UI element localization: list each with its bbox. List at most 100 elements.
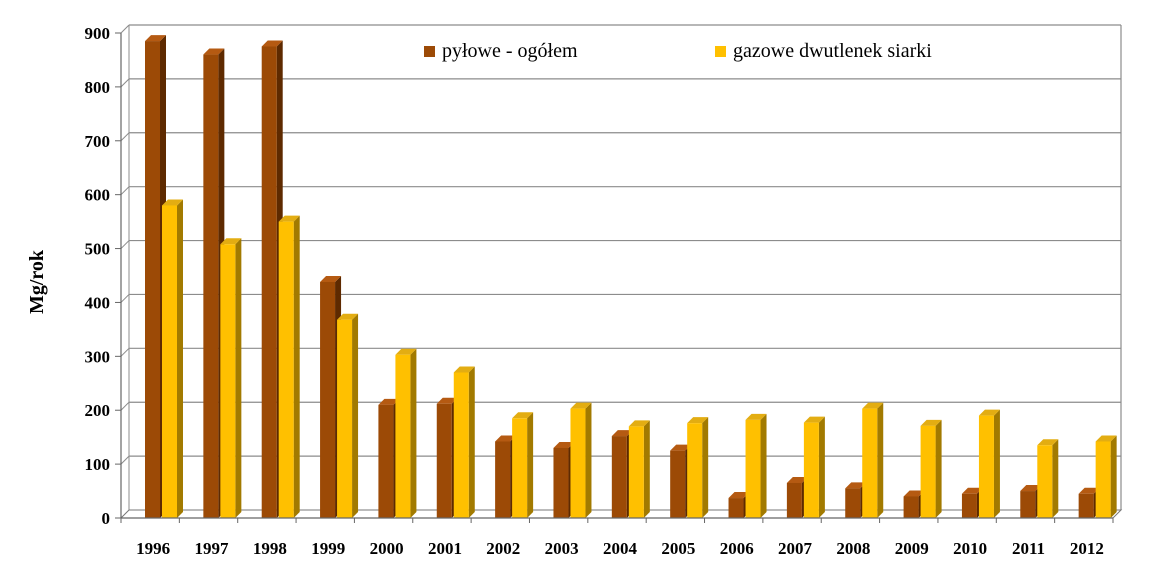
gridline-depth	[120, 294, 130, 303]
bar-top	[1078, 487, 1100, 494]
bar-front	[203, 54, 219, 519]
bar-gazowe	[278, 215, 300, 518]
y-axis-title: Mg/rok	[26, 249, 48, 314]
legend-label-pylowe: pyłowe - ogółem	[442, 40, 578, 62]
bar-top	[553, 441, 575, 448]
bar-front	[337, 319, 353, 518]
bar-front	[745, 419, 761, 518]
bar-front	[978, 415, 994, 518]
bar-top	[862, 402, 884, 409]
bar-top	[378, 398, 400, 405]
bars	[145, 35, 1117, 519]
gridline-depth	[120, 455, 130, 465]
bar-top	[670, 444, 692, 451]
bar-top	[395, 348, 417, 355]
bar-gazowe	[978, 409, 1000, 518]
x-tick-label: 2011	[1012, 539, 1045, 558]
gridline-depth	[120, 401, 130, 411]
bar-top	[687, 417, 709, 424]
bar-side	[352, 313, 359, 518]
bar-front	[728, 498, 744, 518]
x-tick-label: 1997	[195, 539, 230, 558]
bar-side	[468, 366, 475, 518]
gridline-depth	[120, 78, 130, 88]
x-tick-label: 1999	[311, 539, 345, 558]
bar-top	[320, 275, 342, 282]
bar-gazowe	[1037, 439, 1059, 518]
bar-gazowe	[745, 413, 767, 518]
bar-top	[436, 397, 458, 404]
bar-side	[293, 215, 300, 518]
bar-gazowe	[570, 402, 592, 518]
bar-front	[378, 404, 394, 518]
x-tick-label: 2010	[953, 539, 987, 558]
bar-gazowe	[162, 199, 183, 518]
bar-front	[845, 488, 861, 518]
bar-side	[410, 348, 417, 518]
bar-gazowe	[803, 416, 825, 518]
bar-top	[261, 40, 283, 47]
bar-side	[235, 238, 242, 518]
gridline-depth	[120, 24, 130, 34]
bar-top	[220, 238, 242, 245]
bar-front	[1037, 445, 1053, 518]
bar-gazowe	[220, 238, 242, 518]
x-tick-label: 2009	[895, 539, 929, 558]
axes	[115, 32, 1114, 523]
bar-top	[278, 215, 300, 222]
bar-front	[1095, 441, 1111, 518]
bar-side	[177, 199, 183, 518]
bar-top	[1020, 485, 1042, 492]
bar-gazowe	[453, 366, 475, 518]
bar-gazowe	[920, 419, 942, 518]
bar-side	[1052, 439, 1059, 518]
y-tick-label: 200	[85, 401, 111, 420]
bar-front	[628, 426, 644, 518]
x-tick-labels: 1996 1997 1998 1999 2000 2001 2002 2003 2004 2005…	[136, 539, 1104, 558]
bar-front	[920, 425, 936, 518]
bar-top	[1037, 439, 1059, 446]
y-tick-label: 700	[85, 132, 111, 151]
bar-front	[803, 422, 819, 518]
bar-front	[436, 403, 452, 518]
bar-top	[903, 490, 925, 497]
bar-top	[728, 492, 750, 499]
y-tick-label: 500	[85, 240, 111, 259]
legend: pyłowe - ogółem gazowe dwutlenek siarki	[424, 40, 932, 62]
bar-front	[961, 493, 977, 518]
bar-gazowe	[687, 417, 709, 518]
bar-top	[337, 313, 359, 320]
bar-side	[818, 416, 825, 518]
x-tick-label: 2008	[836, 539, 870, 558]
x-tick-label: 2003	[545, 539, 579, 558]
bar-top	[495, 435, 517, 442]
bar-front	[1020, 491, 1036, 518]
bar-top	[845, 482, 867, 489]
bar-top	[570, 402, 592, 409]
y-tick-label: 0	[102, 509, 111, 528]
y-tick-labels: 0 100 200 300 400 500 600 700 800 900	[85, 24, 111, 528]
x-tick-label: 2005	[661, 539, 695, 558]
bar-gazowe	[395, 348, 417, 518]
x-tick-label: 2000	[370, 539, 404, 558]
bar-front	[320, 281, 336, 518]
bar-side	[527, 412, 534, 518]
y-tick-label: 600	[85, 186, 111, 205]
bar-side	[643, 420, 650, 518]
bar-side	[760, 413, 767, 518]
bar-gazowe	[337, 313, 359, 518]
bar-front	[570, 408, 586, 518]
bar-top	[920, 419, 942, 426]
bar-front	[278, 221, 294, 518]
bar-front	[611, 436, 627, 518]
bar-top	[786, 476, 808, 483]
y-tick-label: 400	[85, 293, 111, 312]
bar-front	[1078, 493, 1094, 518]
gridline-depth	[120, 347, 130, 357]
bar-side	[993, 409, 1000, 518]
gridline-depth	[120, 186, 130, 196]
bar-front	[220, 244, 236, 518]
y-tick-label: 100	[85, 455, 111, 474]
bar-front	[162, 205, 177, 518]
x-tick-label: 2007	[778, 539, 813, 558]
